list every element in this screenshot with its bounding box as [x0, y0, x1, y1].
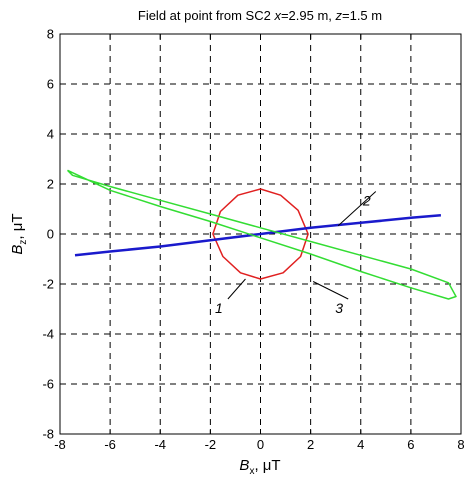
y-tick-label: 8 — [47, 27, 54, 42]
y-axis-label-sub: z — [18, 240, 29, 245]
y-axis-label-unit: , μT — [9, 213, 26, 239]
y-tick-label: -6 — [42, 377, 54, 392]
y-tick-label: -4 — [42, 327, 54, 342]
series-line-2 — [74, 214, 442, 257]
y-axis-label: Bz, μT — [9, 213, 29, 254]
x-tick-label: -4 — [154, 437, 166, 452]
axes — [59, 33, 462, 435]
x-tick-label: 6 — [407, 437, 414, 452]
title-z-var: z — [335, 8, 343, 23]
y-tick-label: -2 — [42, 277, 54, 292]
y-tick-label: 4 — [47, 127, 54, 142]
annotation-leader-2 — [337, 191, 377, 227]
chart-title: Field at point from SC2 x=2.95 m, z=1.5 … — [138, 8, 382, 23]
series-line-1 — [212, 188, 309, 280]
curve-label-3: 3 — [335, 300, 343, 316]
tick-labels: -8 -6 -4 -2 0 2 4 6 8 -8 -6 -4 -2 0 2 4 6 8 — [42, 27, 464, 453]
x-tick-label: -6 — [104, 437, 116, 452]
y-tick-label: 2 — [47, 177, 54, 192]
curve-label-2: 2 — [362, 193, 371, 209]
series-layer — [66, 169, 457, 300]
x-tick-label: 4 — [357, 437, 364, 452]
title-x-var: x — [273, 8, 281, 23]
x-tick-label: 2 — [307, 437, 314, 452]
title-z-val: =1.5 m — [342, 8, 382, 23]
title-prefix: Field at point from SC2 — [138, 8, 275, 23]
title-x-val: =2.95 m, — [281, 8, 336, 23]
x-tick-label: -2 — [205, 437, 217, 452]
x-tick-label: -8 — [54, 437, 66, 452]
annotations: 1 2 3 — [215, 191, 377, 316]
curve-label-1: 1 — [215, 300, 223, 316]
series-line-3 — [66, 169, 457, 300]
x-tick-label: 8 — [457, 437, 464, 452]
x-axis-label: Bx, μT — [239, 457, 280, 477]
y-axis-label-main: B — [9, 245, 26, 255]
x-axis-label-sub: x — [249, 466, 254, 477]
annotation-leader-3 — [312, 281, 349, 300]
x-tick-label: 0 — [257, 437, 264, 452]
y-tick-label: 0 — [47, 227, 54, 242]
y-tick-label: 6 — [47, 77, 54, 92]
annotation-leader-1 — [227, 278, 246, 300]
y-tick-label: -8 — [42, 427, 54, 442]
x-axis-label-unit: , μT — [254, 457, 280, 474]
x-axis-label-main: B — [239, 457, 249, 474]
